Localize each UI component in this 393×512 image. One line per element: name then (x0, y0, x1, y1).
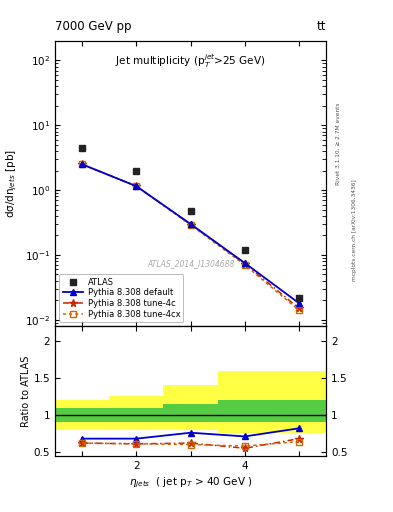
Line: ATLAS: ATLAS (79, 145, 302, 301)
ATLAS (188, 208, 193, 215)
Line: Pythia 8.308 tune-4cx: Pythia 8.308 tune-4cx (79, 162, 302, 313)
Pythia 8.308 default (242, 260, 247, 266)
ATLAS (242, 247, 247, 253)
Pythia 8.308 tune-4cx (80, 161, 84, 167)
ATLAS (80, 145, 84, 151)
ATLAS (134, 167, 139, 174)
Line: Pythia 8.308 default: Pythia 8.308 default (79, 161, 302, 306)
Text: mcplots.cern.ch [arXiv:1306.3436]: mcplots.cern.ch [arXiv:1306.3436] (352, 180, 357, 281)
Pythia 8.308 tune-4c (188, 221, 193, 227)
Pythia 8.308 tune-4cx (242, 262, 247, 268)
Text: Jet multiplicity (p$_T^{jet}$>25 GeV): Jet multiplicity (p$_T^{jet}$>25 GeV) (115, 52, 266, 70)
Text: 7000 GeV pp: 7000 GeV pp (55, 20, 132, 33)
Legend: ATLAS, Pythia 8.308 default, Pythia 8.308 tune-4c, Pythia 8.308 tune-4cx: ATLAS, Pythia 8.308 default, Pythia 8.30… (59, 274, 184, 322)
Pythia 8.308 tune-4c (80, 161, 84, 167)
Pythia 8.308 tune-4c (297, 305, 301, 311)
ATLAS (297, 294, 301, 301)
Pythia 8.308 tune-4cx (134, 183, 139, 189)
Line: Pythia 8.308 tune-4c: Pythia 8.308 tune-4c (78, 161, 303, 312)
Pythia 8.308 default (297, 300, 301, 306)
Text: tt: tt (317, 20, 326, 33)
Pythia 8.308 tune-4c (134, 183, 139, 189)
Y-axis label: dσ/dn$_{jets}$ [pb]: dσ/dn$_{jets}$ [pb] (5, 149, 19, 218)
Pythia 8.308 default (188, 221, 193, 227)
Pythia 8.308 tune-4cx (188, 222, 193, 228)
Y-axis label: Ratio to ATLAS: Ratio to ATLAS (21, 355, 31, 426)
Text: ATLAS_2014_I1304688: ATLAS_2014_I1304688 (147, 259, 234, 268)
Text: Rivet 3.1.10, ≥ 2.7M events: Rivet 3.1.10, ≥ 2.7M events (336, 102, 341, 185)
Pythia 8.308 default (134, 183, 139, 189)
Pythia 8.308 tune-4c (242, 261, 247, 267)
X-axis label: $\eta_{jets}$  ( jet p$_T$ > 40 GeV ): $\eta_{jets}$ ( jet p$_T$ > 40 GeV ) (129, 476, 252, 490)
Pythia 8.308 tune-4cx (297, 307, 301, 313)
Pythia 8.308 default (80, 161, 84, 167)
